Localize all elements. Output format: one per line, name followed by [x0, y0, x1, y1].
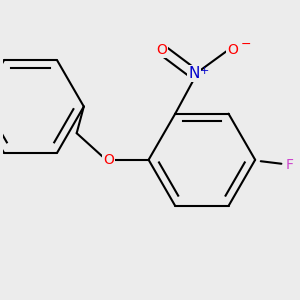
Text: −: − [241, 38, 251, 51]
Text: O: O [157, 43, 167, 57]
Text: +: + [200, 66, 209, 76]
Text: F: F [286, 158, 294, 172]
Text: O: O [227, 43, 238, 57]
Text: O: O [103, 153, 114, 167]
Text: N: N [188, 66, 200, 81]
